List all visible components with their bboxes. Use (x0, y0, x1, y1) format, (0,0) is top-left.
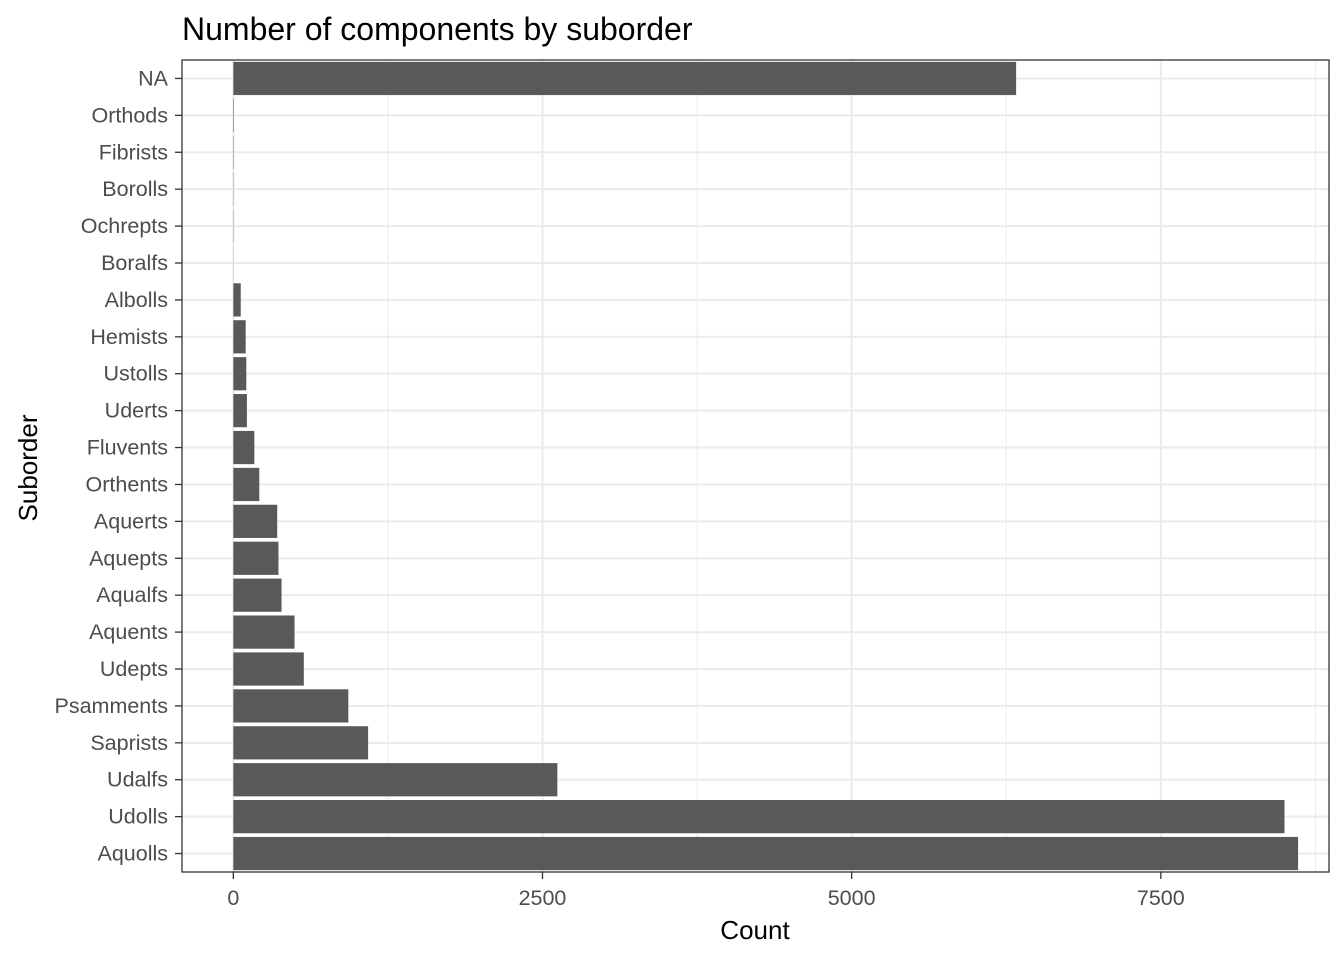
bar-psamments (233, 689, 348, 722)
x-tick-label: 7500 (1137, 886, 1185, 910)
bar-aquerts (233, 505, 277, 538)
bar-fluvents (233, 431, 254, 464)
bar-uderts (233, 394, 247, 427)
y-tick-label: Borolls (102, 177, 168, 201)
bar-saprists (233, 726, 368, 759)
x-tick-label: 5000 (828, 886, 876, 910)
y-tick-label: Orthods (92, 103, 168, 127)
bar-aquepts (233, 542, 278, 575)
bar-aquolls (233, 837, 1298, 870)
y-tick-label: Albolls (105, 288, 168, 312)
y-tick-label: Ustolls (103, 362, 168, 386)
bar-aqualfs (233, 579, 281, 612)
bar-aquents (233, 615, 294, 648)
y-tick-label: Psamments (54, 694, 168, 718)
bar-na (233, 62, 1016, 95)
bar-udalfs (233, 763, 557, 796)
bars (233, 62, 1298, 870)
x-axis-ticks: 0 2500 5000 7500 (227, 872, 1184, 910)
y-tick-label: Aquents (89, 620, 168, 644)
x-axis-title: Count (720, 915, 790, 945)
chart-title: Number of components by suborder (182, 11, 693, 47)
y-tick-label: Aquepts (89, 546, 168, 570)
y-tick-label: Fluvents (87, 436, 168, 460)
y-tick-label: Udalfs (107, 768, 168, 792)
y-tick-label: Fibrists (99, 140, 168, 164)
y-tick-label: Orthents (86, 472, 168, 496)
y-axis-ticks: NA Orthods Fibrists Borolls Ochrepts Boralfs A… (54, 66, 182, 865)
y-tick-label: Aqualfs (96, 583, 168, 607)
y-tick-label: Udepts (100, 657, 168, 681)
bar-albolls (233, 283, 240, 316)
y-tick-label: NA (138, 66, 169, 90)
bar-hemists (233, 320, 245, 353)
bar-udepts (233, 652, 303, 685)
y-tick-label: Boralfs (101, 251, 168, 275)
y-tick-label: Hemists (90, 325, 168, 349)
x-tick-label: 2500 (519, 886, 567, 910)
y-tick-label: Aquerts (94, 509, 168, 533)
y-axis-title: Suborder (13, 414, 43, 521)
x-tick-label: 0 (227, 886, 239, 910)
y-tick-label: Aquolls (97, 842, 168, 866)
bar-udolls (233, 800, 1284, 833)
y-tick-label: Ochrepts (81, 214, 168, 238)
y-tick-label: Saprists (90, 731, 168, 755)
y-tick-label: Udolls (108, 805, 168, 829)
bar-orthents (233, 468, 259, 501)
bar-ustolls (233, 357, 246, 390)
y-tick-label: Uderts (105, 399, 168, 423)
